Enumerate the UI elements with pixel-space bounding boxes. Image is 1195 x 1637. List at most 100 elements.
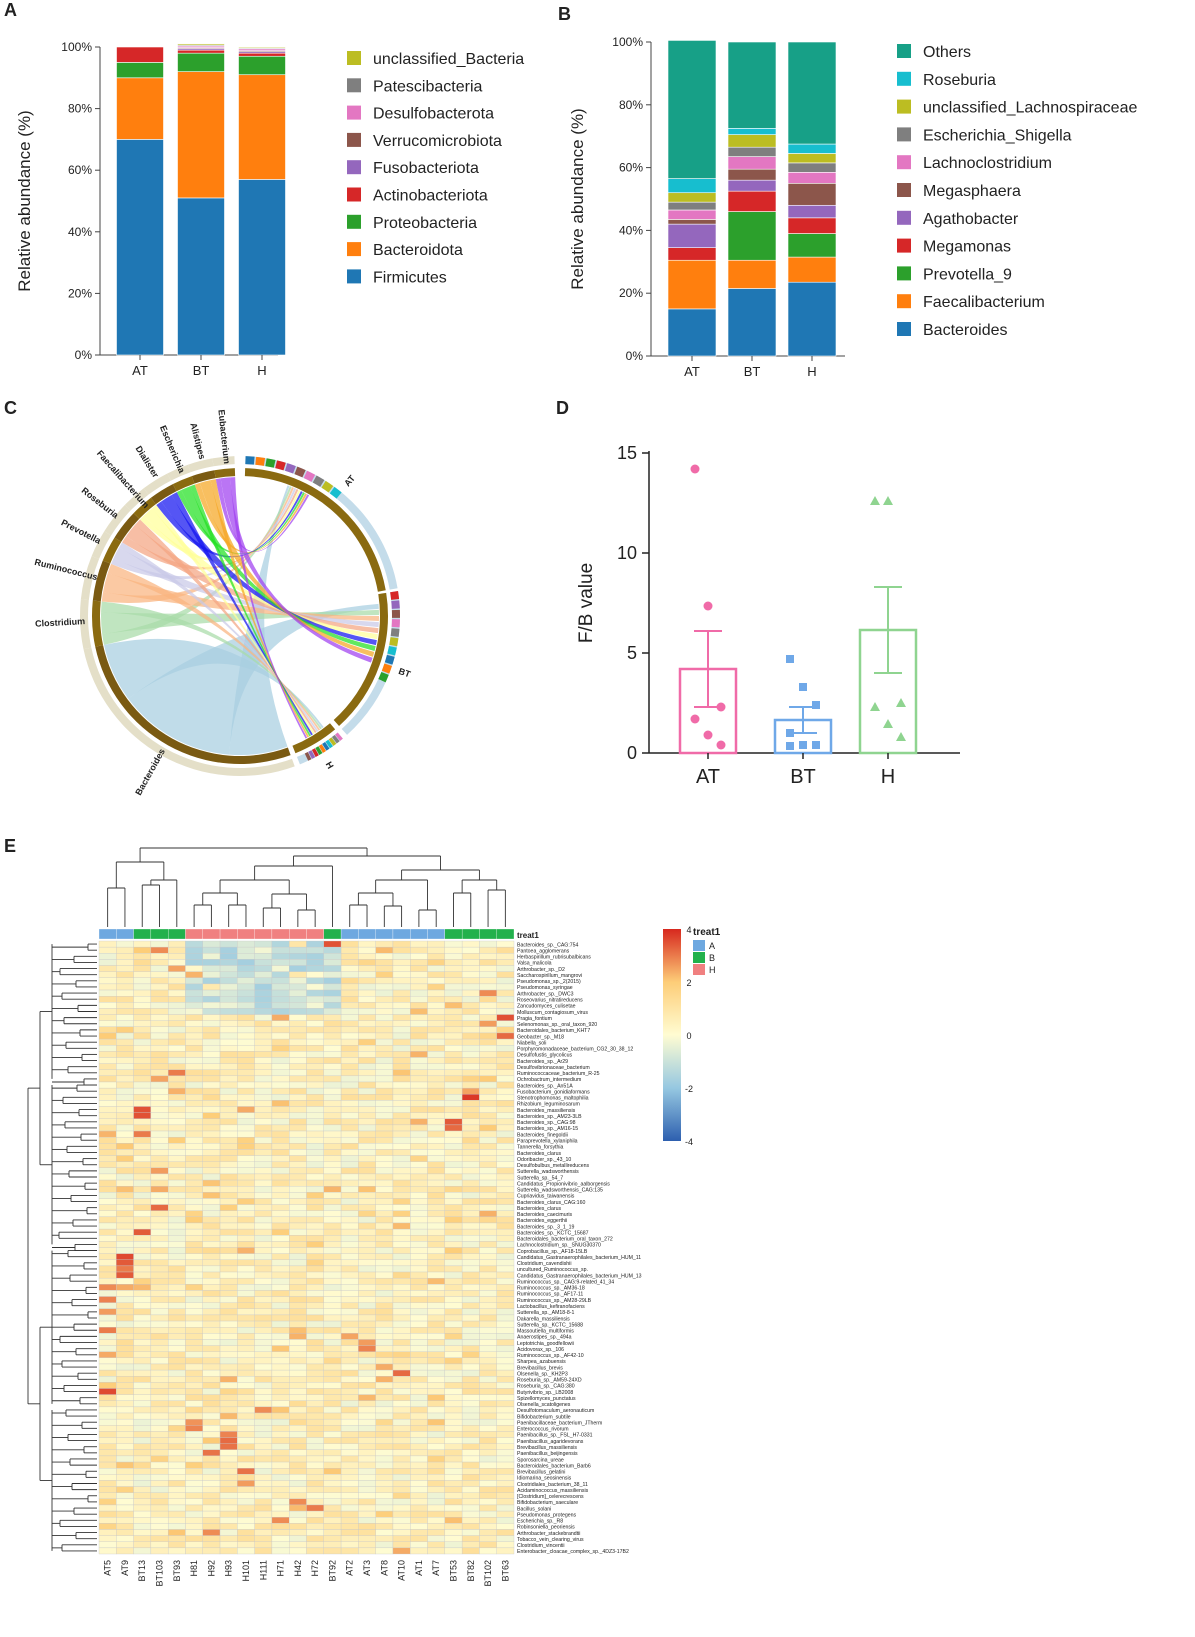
heatmap-cell <box>479 995 497 1003</box>
heatmap-cell <box>479 1063 497 1070</box>
heatmap-cell <box>289 959 307 966</box>
heatmap-cell <box>133 1333 152 1340</box>
heatmap-cell <box>410 1474 428 1481</box>
heatmap-cell <box>133 1130 152 1138</box>
heatmap-cell <box>150 1186 169 1193</box>
heatmap-cell <box>133 1431 152 1438</box>
heatmap-cell <box>254 1400 273 1408</box>
heatmap-cell <box>219 1455 238 1463</box>
heatmap-cell <box>323 1345 342 1352</box>
heatmap-row-label: Desulfofustis_glycolicus <box>517 1053 572 1059</box>
heatmap-cell <box>219 1474 238 1481</box>
heatmap-cell <box>427 1143 446 1150</box>
heatmap-cell <box>219 1357 238 1365</box>
chart-a-bar-segment <box>238 46 286 49</box>
heatmap-cell <box>133 1308 152 1316</box>
heatmap-cell <box>323 1437 342 1444</box>
heatmap-cell <box>306 1327 324 1334</box>
heatmap-cell <box>219 1541 238 1549</box>
chart-b-x-tick-label: H <box>807 364 816 379</box>
heatmap-cell <box>254 1228 273 1236</box>
heatmap-cell <box>167 1388 186 1395</box>
heatmap-row-label: Bacteroides_clarus_CAG:160 <box>517 1200 585 1206</box>
heatmap-cell <box>479 1296 497 1303</box>
heatmap-cell <box>323 1155 342 1162</box>
heatmap-cell <box>289 1014 307 1021</box>
heatmap-cell <box>116 1302 134 1309</box>
heatmap-cell <box>479 1547 497 1555</box>
heatmap-cell <box>271 1504 290 1512</box>
heatmap-cell <box>392 1320 411 1328</box>
heatmap-cell <box>461 1369 480 1377</box>
heatmap-cell <box>444 959 463 966</box>
chart-b-bar-segment <box>727 41 777 129</box>
heatmap-column-label: AT9 <box>120 1560 130 1576</box>
heatmap-cell <box>392 1216 411 1224</box>
heatmap-cell <box>271 1474 290 1481</box>
heatmap-cell <box>219 1290 238 1297</box>
heatmap-cell <box>410 1057 428 1064</box>
heatmap-cell <box>444 1461 463 1469</box>
heatmap-cell <box>306 1320 324 1328</box>
heatmap-cell <box>237 1376 255 1383</box>
heatmap-cell <box>185 1363 203 1371</box>
heatmap-cell <box>254 1094 273 1101</box>
heatmap-cell <box>185 1265 203 1273</box>
heatmap-cell <box>375 977 394 985</box>
chart-d-y-axis-title: F/B value <box>576 563 597 643</box>
heatmap-cell <box>375 1388 394 1395</box>
heatmap-cell <box>496 1388 515 1395</box>
chart-b-bar-segment <box>727 168 777 181</box>
heatmap-cell <box>98 1351 117 1359</box>
heatmap-cell <box>289 1369 307 1377</box>
heatmap-cell <box>219 1351 238 1359</box>
heatmap-cell <box>410 1143 428 1150</box>
heatmap-cell <box>271 1210 290 1218</box>
chord-outer-genus-arc <box>187 458 214 473</box>
heatmap-cell <box>167 1081 186 1089</box>
heatmap-cell <box>150 1406 169 1414</box>
heatmap-cell <box>150 1045 169 1052</box>
heatmap-cell <box>410 1173 428 1181</box>
heatmap-cell <box>289 1529 307 1536</box>
heatmap-cell <box>150 1523 169 1530</box>
heatmap-cell <box>133 1486 152 1493</box>
heatmap-cell <box>444 1179 463 1187</box>
heatmap-cell <box>461 1271 480 1279</box>
heatmap-cell <box>237 1461 255 1469</box>
heatmap-cell <box>98 1418 117 1426</box>
heatmap-cell <box>427 1498 446 1506</box>
chord-outer-genus-arc <box>104 504 131 536</box>
heatmap-cell <box>202 1271 221 1279</box>
heatmap-cell <box>496 959 515 966</box>
heatmap-cell <box>237 1400 255 1408</box>
heatmap-cell <box>271 1253 290 1260</box>
heatmap-cell <box>185 1112 203 1119</box>
heatmap-cell <box>237 1247 255 1254</box>
heatmap-cell <box>444 1504 463 1512</box>
heatmap-cell <box>496 1376 515 1383</box>
heatmap-cell <box>185 1161 203 1168</box>
heatmap-annotation-cell <box>237 928 255 940</box>
heatmap-cell <box>116 983 134 991</box>
heatmap-cell <box>323 1284 342 1291</box>
heatmap-cell <box>133 977 152 985</box>
heatmap-cell <box>237 1075 255 1083</box>
heatmap-cell <box>98 1020 117 1027</box>
chart-b-legend-label: Megasphaera <box>923 183 1021 200</box>
heatmap-cell <box>167 1437 186 1444</box>
heatmap-cell <box>358 1412 376 1420</box>
heatmap-cell <box>116 1296 134 1303</box>
heatmap-cell <box>271 1547 290 1555</box>
heatmap-cell <box>289 1247 307 1254</box>
heatmap-cell <box>237 1192 255 1199</box>
heatmap-cell <box>116 1492 134 1500</box>
chord-ribbon <box>128 603 379 755</box>
heatmap-cell <box>496 1173 515 1181</box>
heatmap-cell <box>254 1216 273 1224</box>
heatmap-cell <box>98 1302 117 1309</box>
heatmap-cell <box>323 1173 342 1181</box>
heatmap-cell <box>358 1394 376 1401</box>
heatmap-cell <box>150 1284 169 1291</box>
heatmap-cell <box>479 1259 497 1267</box>
